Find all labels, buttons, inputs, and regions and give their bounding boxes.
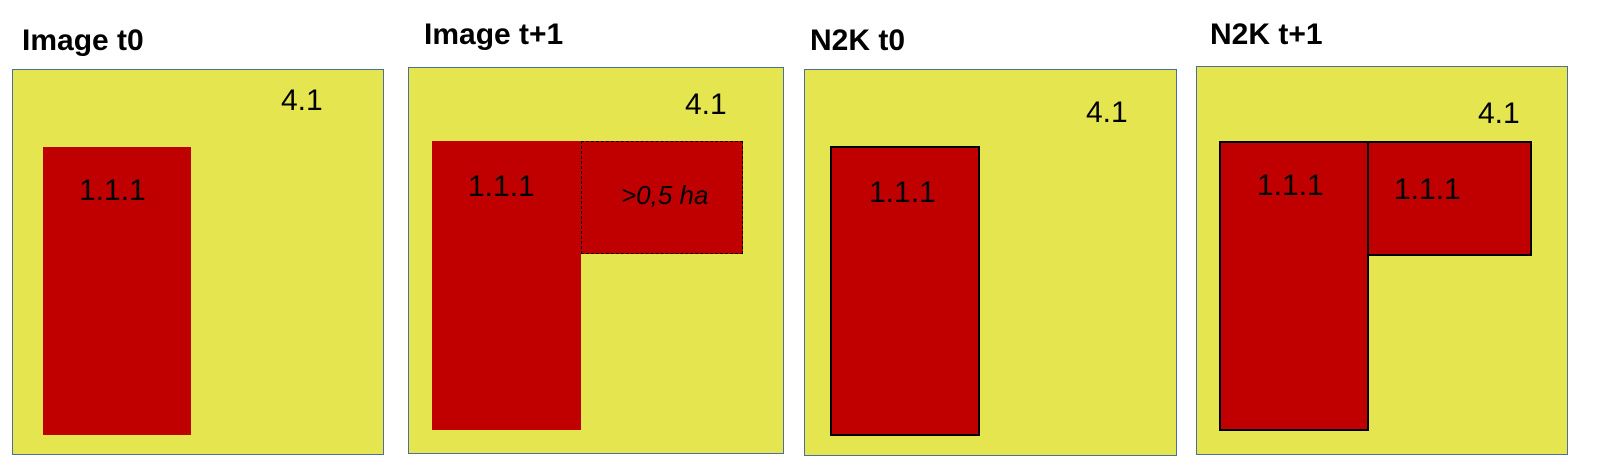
patch-urban — [830, 146, 980, 436]
patch-urban-new — [1367, 141, 1532, 256]
patch-urban — [432, 141, 581, 430]
patch-label-new: 1.1.1 — [1394, 173, 1461, 206]
panel-n2k-t0: 4.1 1.1.1 — [804, 69, 1177, 456]
panel-image-t0: 4.1 1.1.1 — [12, 69, 384, 455]
class-label-outer: 4.1 — [281, 84, 323, 117]
class-label-outer: 4.1 — [1086, 96, 1128, 129]
panel-title-image-t0: Image t0 — [22, 24, 144, 57]
patch-label: 1.1.1 — [1257, 169, 1324, 202]
class-label-outer: 4.1 — [1478, 97, 1520, 130]
patch-urban-new — [581, 141, 743, 254]
panel-image-t1: 4.1 1.1.1 >0,5 ha — [408, 67, 784, 454]
patch-label: 1.1.1 — [79, 174, 146, 207]
patch-label: 1.1.1 — [468, 170, 535, 203]
panel-title-n2k-t1: N2K t+1 — [1210, 18, 1323, 51]
panel-n2k-t1: 4.1 1.1.1 1.1.1 — [1196, 66, 1568, 455]
class-label-outer: 4.1 — [685, 88, 727, 121]
patch-note-area: >0,5 ha — [621, 180, 709, 210]
patch-urban — [1219, 141, 1369, 431]
patch-label: 1.1.1 — [869, 176, 936, 209]
panel-title-image-t1: Image t+1 — [424, 18, 564, 51]
patch-urban — [43, 147, 191, 435]
panel-title-n2k-t0: N2K t0 — [810, 24, 906, 57]
